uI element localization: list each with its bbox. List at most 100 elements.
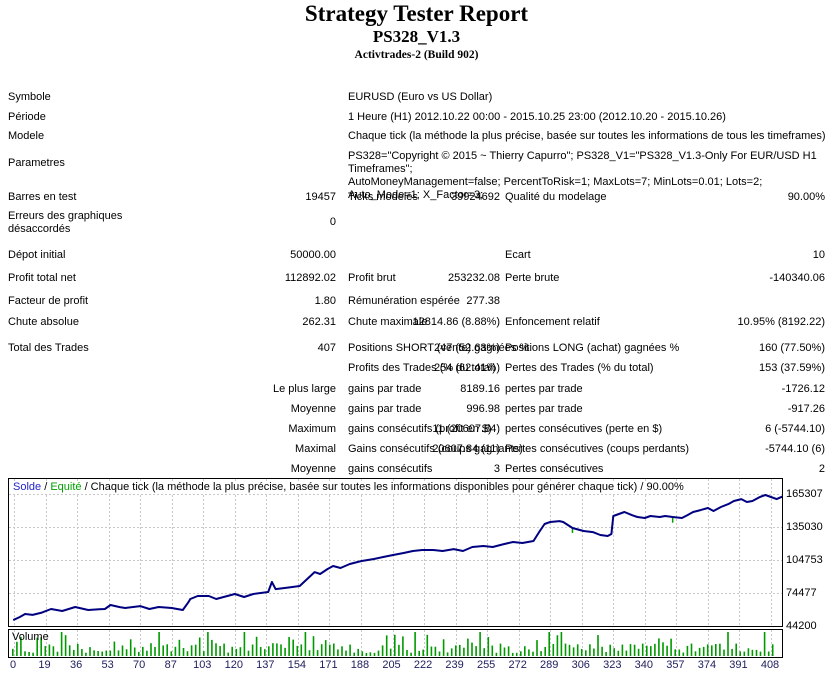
report-row: Barres en test 19457 Ticks modelés 39924692… (0, 191, 833, 211)
row-value: 90.00% (787, 191, 825, 203)
row-label: Enfoncement relatif (505, 316, 600, 328)
x-axis-tick-label: 374 (697, 659, 717, 671)
row-value: -917.26 (787, 403, 825, 415)
expert-name: PS328_V1.3 (372, 27, 461, 46)
y-axis-tick-label: 74477 (786, 587, 817, 599)
x-axis-tick-label: 408 (760, 659, 780, 671)
row-label: Facteur de profit (8, 295, 89, 307)
row-value: 10 (812, 249, 825, 261)
row-value: 50000.00 (290, 249, 336, 261)
legend-equite-label: Equité (50, 481, 82, 493)
row-value: 3 (493, 463, 500, 475)
row-value: 1.80 (314, 295, 336, 307)
row-value: 160 (77.50%) (758, 342, 825, 354)
row-value: 12814.86 (8.88%) (412, 316, 500, 328)
x-axis-tick-label: 87 (164, 659, 177, 671)
row-value: 19457 (305, 191, 336, 203)
report-row: Erreurs des graphiques désaccordés 0 (0, 210, 833, 235)
chart-legend: Solde / Equité / Chaque tick (la méthode… (11, 481, 688, 494)
y-axis-tick-label: 104753 (786, 554, 823, 567)
row-label: Profit total net (8, 272, 76, 284)
row-value: 407 (317, 342, 336, 354)
row-label: Erreurs des graphiques désaccordés (8, 210, 123, 235)
row-label: gains consécutifs (348, 463, 433, 475)
y-axis-tick-label: 44200 (786, 620, 817, 632)
row-label: pertes par trade (505, 403, 583, 415)
row-value: 6 (-5744.10) (765, 423, 825, 435)
row-label: Chute absolue (8, 316, 79, 328)
row-label: Chute maximale (348, 316, 428, 328)
row-label: gains consécutifs (profit en $) (348, 423, 492, 435)
balance-line (13, 494, 782, 621)
legend-model-text: / Chaque tick (la méthode la plus précis… (81, 481, 684, 493)
row-label: gains par trade (348, 383, 422, 395)
x-axis-tick-label: 255 (476, 659, 496, 671)
row-value: Maximum (288, 423, 336, 435)
row-value: -1726.12 (781, 383, 825, 395)
x-axis-labels: 0 19 36 53 70 87 103 120 137 154 171 188 205 222 239 25… (0, 659, 833, 675)
row-label: Pertes consécutives (505, 463, 604, 475)
balance-chart: Solde / Equité / Chaque tick (la méthode… (8, 478, 783, 627)
row-value: Moyenne (290, 463, 336, 475)
legend-separator: / (41, 481, 51, 493)
x-axis-tick-label: 36 (69, 659, 83, 671)
row-label: Ecart (505, 249, 531, 261)
row-value: Maximal (295, 443, 336, 455)
volume-gridlines (14, 630, 772, 657)
row-value: 262.31 (302, 316, 336, 328)
row-label: Total des Trades (8, 342, 89, 354)
row-value: 112892.02 (284, 272, 336, 284)
chart-gridlines (9, 479, 782, 626)
report-title: Strategy Tester Report (304, 1, 529, 26)
x-axis-tick-label: 391 (729, 659, 748, 671)
report-row: Maximum gains consécutifs (profit en $) 11… (0, 423, 833, 443)
server-build: Activtrades-2 (Build 902) (354, 49, 479, 61)
y-axis-tick-label: 165307 (786, 488, 823, 501)
row-value: -5744.10 (6) (765, 443, 825, 455)
row-label: Positions SHORT (vente) gagnées % (348, 342, 530, 354)
report-row: Moyenne gains consécutifs 3 Pertes consécut… (0, 463, 833, 483)
row-label: Parametres (8, 157, 65, 169)
row-label: Symbole (8, 91, 51, 103)
volume-label: Volume (12, 631, 49, 643)
x-axis-tick-label: 154 (287, 659, 307, 671)
report-row: Symbole EURUSD (Euro vs US Dollar) (0, 91, 833, 111)
x-axis-tick-label: 340 (634, 659, 654, 671)
x-axis-tick-label: 205 (382, 659, 401, 671)
row-label: Perte brute (505, 272, 560, 284)
row-value: 254 (62.41%) (433, 362, 500, 374)
x-axis-tick-label: 120 (224, 659, 243, 671)
row-label: pertes par trade (505, 383, 583, 395)
report-row: Moyenne gains par trade 996.98 pertes par t… (0, 403, 833, 423)
row-label: Profits des Trades (% du total) (348, 362, 496, 374)
row-value: -140340.06 (769, 272, 825, 284)
row-label: PS328="Copyright © 2015 ~ Thierry Capurr… (348, 150, 817, 201)
row-value: 2 (818, 463, 825, 475)
row-label: Profit brut (348, 272, 396, 284)
volume-bars-canvas (12, 630, 774, 657)
x-axis-tick-label: 171 (319, 659, 338, 671)
x-axis-tick-label: 357 (666, 659, 685, 671)
report-row: Total des Trades 407 Positions SHORT (vent… (0, 342, 833, 362)
report-row: Période 1 Heure (H1) 2012.10.22 00:00 - 2… (0, 111, 833, 131)
row-label: Modele (8, 130, 45, 142)
x-axis-tick-label: 272 (508, 659, 527, 671)
balance-curve-canvas (9, 479, 782, 626)
row-label: Barres en test (8, 191, 77, 203)
row-value: 10.95% (8192.22) (737, 316, 825, 328)
row-label: EURUSD (Euro vs US Dollar) (348, 91, 493, 103)
x-axis-tick-label: 239 (445, 659, 464, 671)
x-axis-tick-label: 103 (193, 659, 212, 671)
row-label: Chaque tick (la méthode la plus précise,… (348, 130, 826, 142)
row-label: gains par trade (348, 403, 422, 415)
x-axis-tick-label: 70 (133, 659, 146, 671)
row-value: 20607.84 (11) (432, 443, 500, 455)
row-value: 39924692 (451, 191, 500, 203)
row-value: 253232.08 (448, 272, 500, 284)
report-row: Profits des Trades (% du total) 254 (62.4… (0, 362, 833, 382)
x-axis-tick-label: 53 (101, 659, 114, 671)
row-value: Le plus large (273, 383, 336, 395)
row-label: Ticks modelés (348, 191, 418, 203)
row-value: Moyenne (290, 403, 336, 415)
